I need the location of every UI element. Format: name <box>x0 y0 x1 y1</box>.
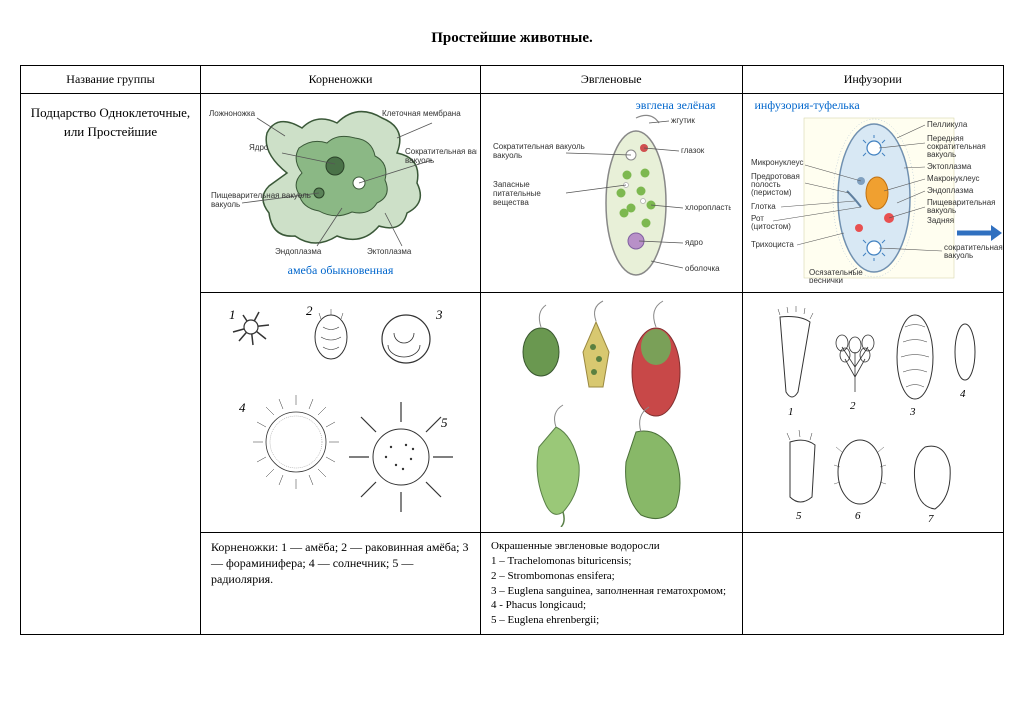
diagram-row: Подцарство Одноклеточные, или Простейшие… <box>21 94 1004 293</box>
infusoria-examples: 1 2 3 4 5 6 <box>742 293 1004 533</box>
lbl-e-nucleus: ядро <box>685 238 703 247</box>
svg-text:1: 1 <box>229 307 236 322</box>
svg-text:5: 5 <box>441 415 448 430</box>
header-group-name: Название группы <box>21 66 201 94</box>
euglena-name: эвглена зелёная <box>487 98 736 113</box>
lbl-contr-vac: Сократительная вакуоль <box>405 147 477 156</box>
header-col3: Инфузории <box>742 66 1004 94</box>
paramecium-diagram: Пелликула Передняя сократительная вакуол… <box>749 113 1004 283</box>
svg-text:1: 1 <box>788 406 794 418</box>
svg-text:(цитостом): (цитостом) <box>751 222 791 231</box>
euglenoid-examples-svg <box>491 297 731 527</box>
lbl-flagellum: жгутик <box>671 116 695 125</box>
protozoa-table: Название группы Корненожки Эвгленовые Ин… <box>20 65 1004 635</box>
amoeba-diagram-cell: Ложноножка Ядро Клеточная мембрана Сокра… <box>201 94 481 293</box>
svg-text:вакуоль: вакуоль <box>927 206 956 215</box>
svg-text:2: 2 <box>850 400 856 412</box>
lbl-eyespot: глазок <box>681 146 705 155</box>
ciliate-examples-svg: 1 2 3 4 5 6 <box>750 297 995 527</box>
svg-text:3: 3 <box>435 307 443 322</box>
lbl-ectoplasm: Эктоплазма <box>367 247 412 256</box>
svg-text:(перистом): (перистом) <box>751 188 792 197</box>
page-title: Простейшие животные. <box>20 30 1004 47</box>
svg-text:реснички: реснички <box>809 276 843 283</box>
lbl-reserves: Запасные <box>493 180 530 189</box>
svg-text:вакуоль: вакуоль <box>493 151 522 160</box>
lbl-nucleus: Ядро <box>249 143 269 152</box>
lbl-pellicle: Пелликула <box>927 120 968 129</box>
lbl-food-vac2: вакуоль <box>211 200 240 209</box>
svg-text:7: 7 <box>928 513 934 525</box>
subkingdom-label: Подцарство Одноклеточные, или Простейшие <box>27 98 194 142</box>
rhizopoda-examples-svg: 1 2 3 4 5 <box>211 297 471 527</box>
lbl-endoplasm: Эндоплазма <box>275 247 322 256</box>
lbl-macro: Макронуклеус <box>927 174 980 183</box>
lbl-e-vac: Сократительная вакуоль <box>493 142 585 151</box>
lbl-shell: оболочка <box>685 264 720 273</box>
svg-text:6: 6 <box>855 510 861 522</box>
header-row: Название группы Корненожки Эвгленовые Ин… <box>21 66 1004 94</box>
infusoria-caption <box>742 533 1004 635</box>
svg-text:3: 3 <box>909 406 916 418</box>
lbl-ecto: Эктоплазма <box>927 162 972 171</box>
lbl-endo: Эндоплазма <box>927 186 974 195</box>
amoeba-caption: Корненожки: 1 — амёба; 2 — раковинная ам… <box>201 533 481 635</box>
svg-text:вакуоль: вакуоль <box>927 150 956 159</box>
paramecium-name: инфузория-туфелька <box>749 98 998 113</box>
paramecium-diagram-cell: инфузория-туфелька <box>742 94 1004 293</box>
svg-text:питательные: питательные <box>493 189 541 198</box>
euglena-examples <box>481 293 743 533</box>
svg-text:вакуоль: вакуоль <box>944 251 973 260</box>
lbl-micro: Микронуклеус <box>751 158 803 167</box>
lbl-food-vac: Пищеварительная вакуоль <box>211 191 311 200</box>
amoeba-name: амеба обыкновенная <box>207 263 474 278</box>
header-col2: Эвгленовые <box>481 66 743 94</box>
svg-text:4: 4 <box>960 388 966 400</box>
subkingdom-cell: Подцарство Одноклеточные, или Простейшие <box>21 94 201 635</box>
header-col1: Корненожки <box>201 66 481 94</box>
amoeba-diagram: Ложноножка Ядро Клеточная мембрана Сокра… <box>207 98 477 263</box>
svg-text:вещества: вещества <box>493 198 529 207</box>
euglena-caption-text: Окрашенные эвгленовые водоросли 1 – Trac… <box>487 537 736 630</box>
amoeba-caption-text: Корненожки: 1 — амёба; 2 — раковинная ам… <box>207 537 474 590</box>
lbl-chloro: хлоропласты <box>685 203 731 212</box>
lbl-trich: Трихоциста <box>751 240 794 249</box>
lbl-membrane: Клеточная мембрана <box>382 109 461 118</box>
lbl-gullet: Глотка <box>751 202 776 211</box>
euglena-diagram-cell: эвглена зелёная жгутик Сокра <box>481 94 743 293</box>
lbl-pseudopod: Ложноножка <box>209 109 256 118</box>
euglena-caption: Окрашенные эвгленовые водоросли 1 – Trac… <box>481 533 743 635</box>
svg-text:4: 4 <box>239 400 246 415</box>
svg-text:5: 5 <box>796 510 802 522</box>
svg-text:Задняя: Задняя <box>927 216 954 225</box>
amoeba-examples: 1 2 3 4 5 <box>201 293 481 533</box>
lbl-contr-vac2: вакуоль <box>405 156 434 165</box>
svg-text:2: 2 <box>306 303 313 318</box>
euglena-diagram: жгутик Сократительная вакуоль вакуоль гл… <box>491 113 731 283</box>
